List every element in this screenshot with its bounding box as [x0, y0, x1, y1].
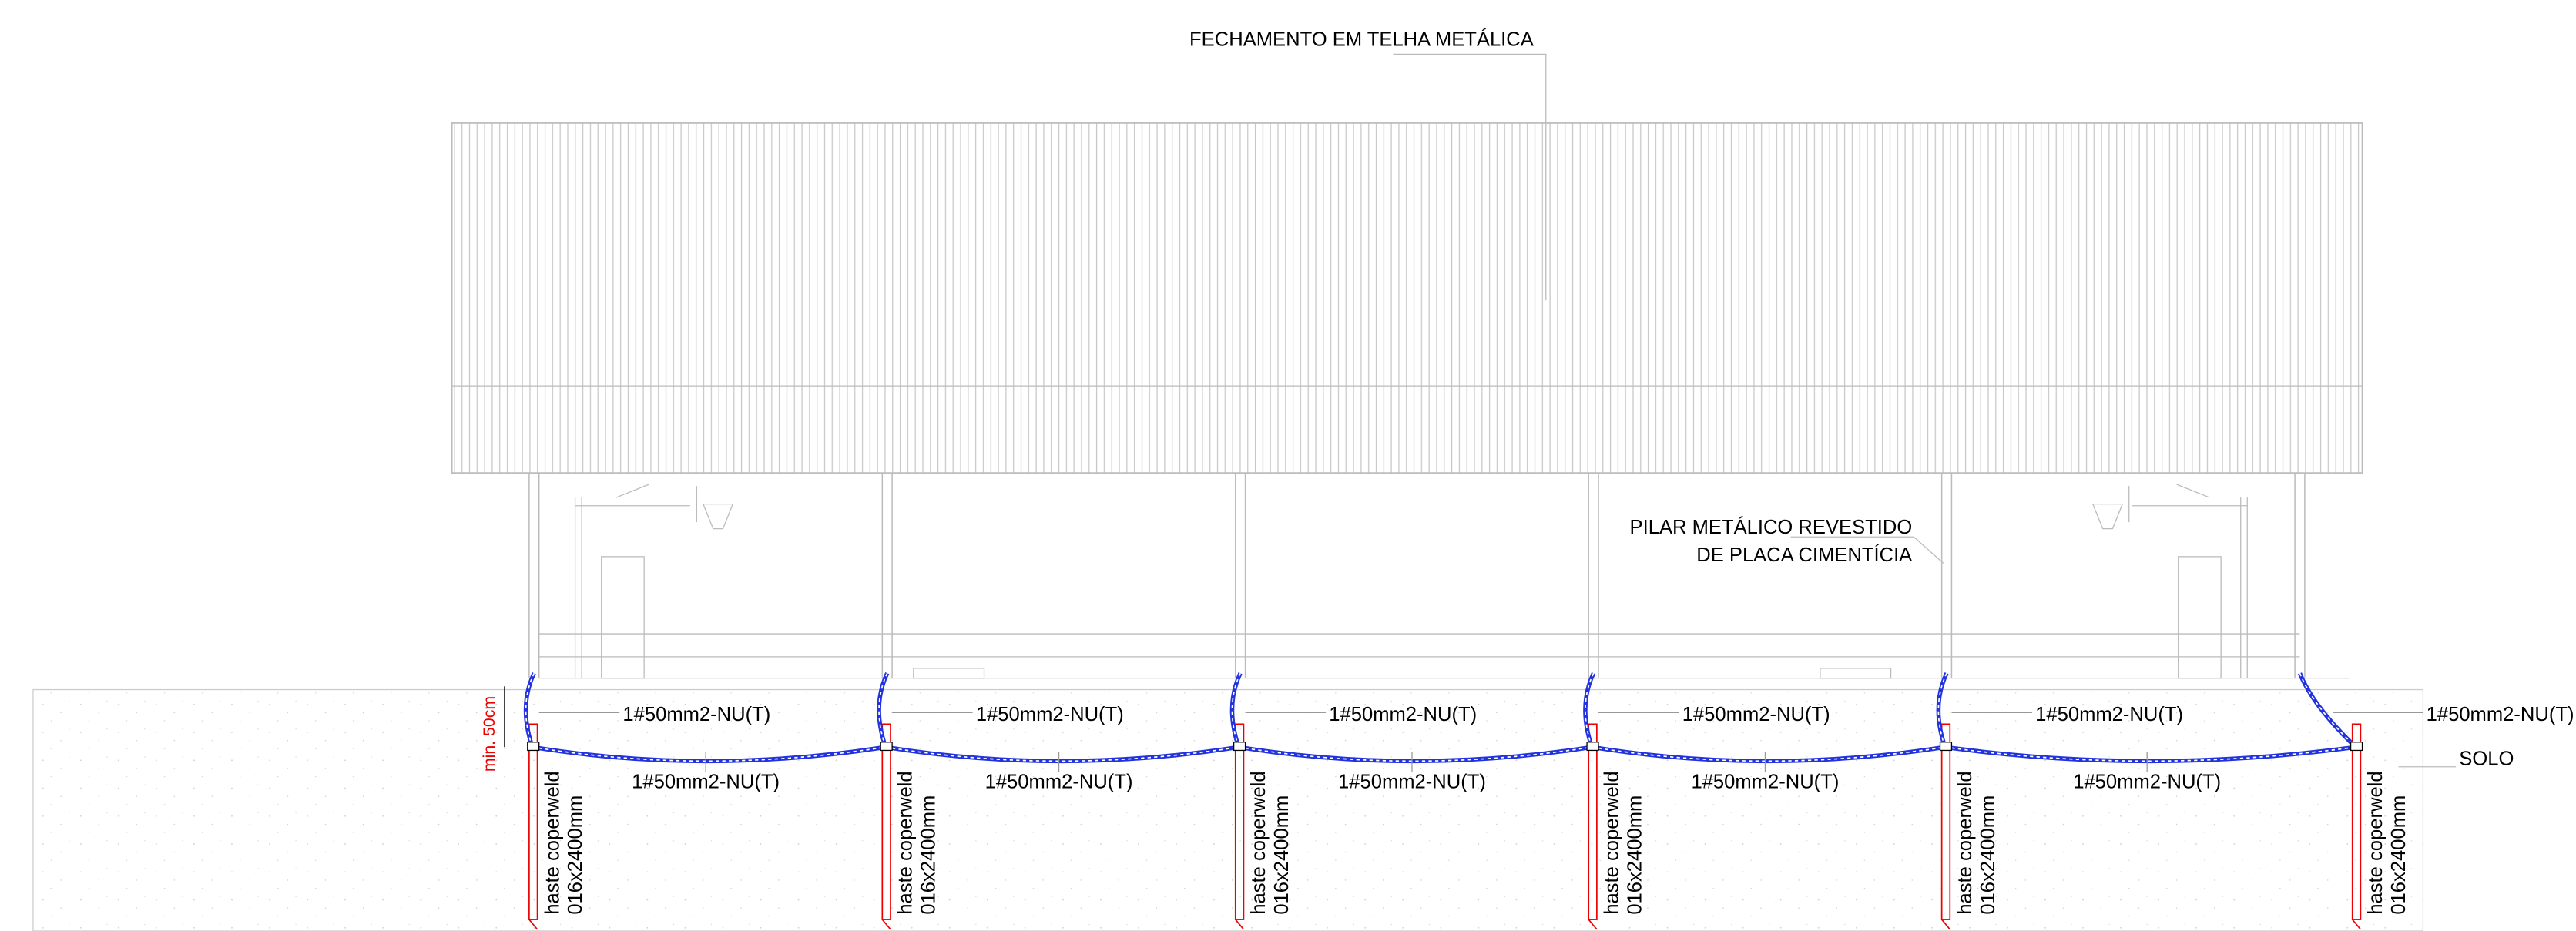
cable-core [1231, 672, 1241, 748]
roof-note: FECHAMENTO EM TELHA METÁLICA [1189, 28, 1535, 51]
leader [1790, 536, 1944, 564]
clamp [527, 742, 540, 752]
ground-rod-tip [528, 919, 538, 930]
clamp [1233, 742, 1246, 752]
cable-label: 1#50mm2-NU(T) [2035, 704, 2183, 725]
cable-label: 1#50mm2-NU(T) [1682, 704, 1830, 725]
cable-label: 1#50mm2-NU(T) [1329, 704, 1477, 725]
ground-rod-tip [1940, 919, 1950, 930]
rod-label: haste coperweld [1248, 771, 1270, 914]
rod-label: 016x2400mm [918, 795, 940, 915]
cable-label: 1#50mm2-NU(T) [622, 704, 770, 725]
ground-rod [2351, 723, 2362, 920]
rod-label: 016x2400mm [1977, 795, 1999, 915]
cable-core [2299, 672, 2356, 748]
bench [913, 668, 985, 679]
rod-label: haste coperweld [542, 771, 563, 914]
rod-label: 016x2400mm [1624, 795, 1645, 915]
cable-core [1592, 746, 1946, 762]
cable-label: 1#50mm2-NU(T) [2073, 771, 2221, 792]
cable-label: 1#50mm2-NU(T) [1338, 771, 1486, 792]
cable-label: 1#50mm2-NU(T) [976, 704, 1124, 725]
hoop-right [2091, 484, 2248, 679]
rod-label: haste coperweld [895, 771, 917, 914]
clamp [880, 742, 893, 752]
ground-rod-tip [1235, 919, 1245, 930]
ground-rod-tip [2352, 919, 2362, 930]
cable-core [1937, 672, 1947, 748]
bench [1820, 668, 1892, 679]
rod-label: 016x2400mm [2388, 795, 2410, 915]
pillar-note: DE PLACA CIMENTÍCIA [1696, 544, 1913, 566]
rod-label: 016x2400mm [565, 795, 586, 915]
ground-rod-tip [1588, 919, 1598, 930]
pillar-note: PILAR METÁLICO REVESTIDO [1630, 516, 1913, 538]
cable-core [1944, 746, 2356, 762]
ground-rod [1940, 723, 1951, 920]
clamp [2350, 742, 2363, 752]
cable-core [1238, 746, 1592, 762]
hoop-left [574, 484, 734, 679]
cable-core [885, 746, 1239, 762]
cable-core [525, 672, 535, 748]
cable-label: 1#50mm2-NU(T) [632, 771, 780, 792]
cable-core [532, 746, 886, 762]
cable-core [1585, 672, 1595, 748]
ground-rod [881, 723, 891, 920]
rod-label: 016x2400mm [1271, 795, 1293, 915]
clamp [1586, 742, 1599, 752]
leader [1393, 53, 1547, 301]
cable-label: 1#50mm2-NU(T) [985, 771, 1133, 792]
rod-label: haste coperweld [1602, 771, 1623, 914]
ground-rod [528, 723, 538, 920]
clamp [1939, 742, 1953, 752]
ground-rod [1588, 723, 1598, 920]
ground-rod-tip [881, 919, 891, 930]
roof [451, 122, 2363, 474]
cable-label: 1#50mm2-NU(T) [2427, 704, 2574, 725]
soil-label: SOLO [2459, 748, 2514, 770]
soil [32, 688, 2424, 931]
rod-label: haste coperweld [2365, 771, 2386, 914]
rod-label: haste coperweld [1954, 771, 1976, 914]
cable-core [878, 672, 888, 748]
min-depth: min. 50cm [480, 696, 498, 772]
ground-rod [1234, 723, 1245, 920]
cable-label: 1#50mm2-NU(T) [1691, 771, 1839, 792]
